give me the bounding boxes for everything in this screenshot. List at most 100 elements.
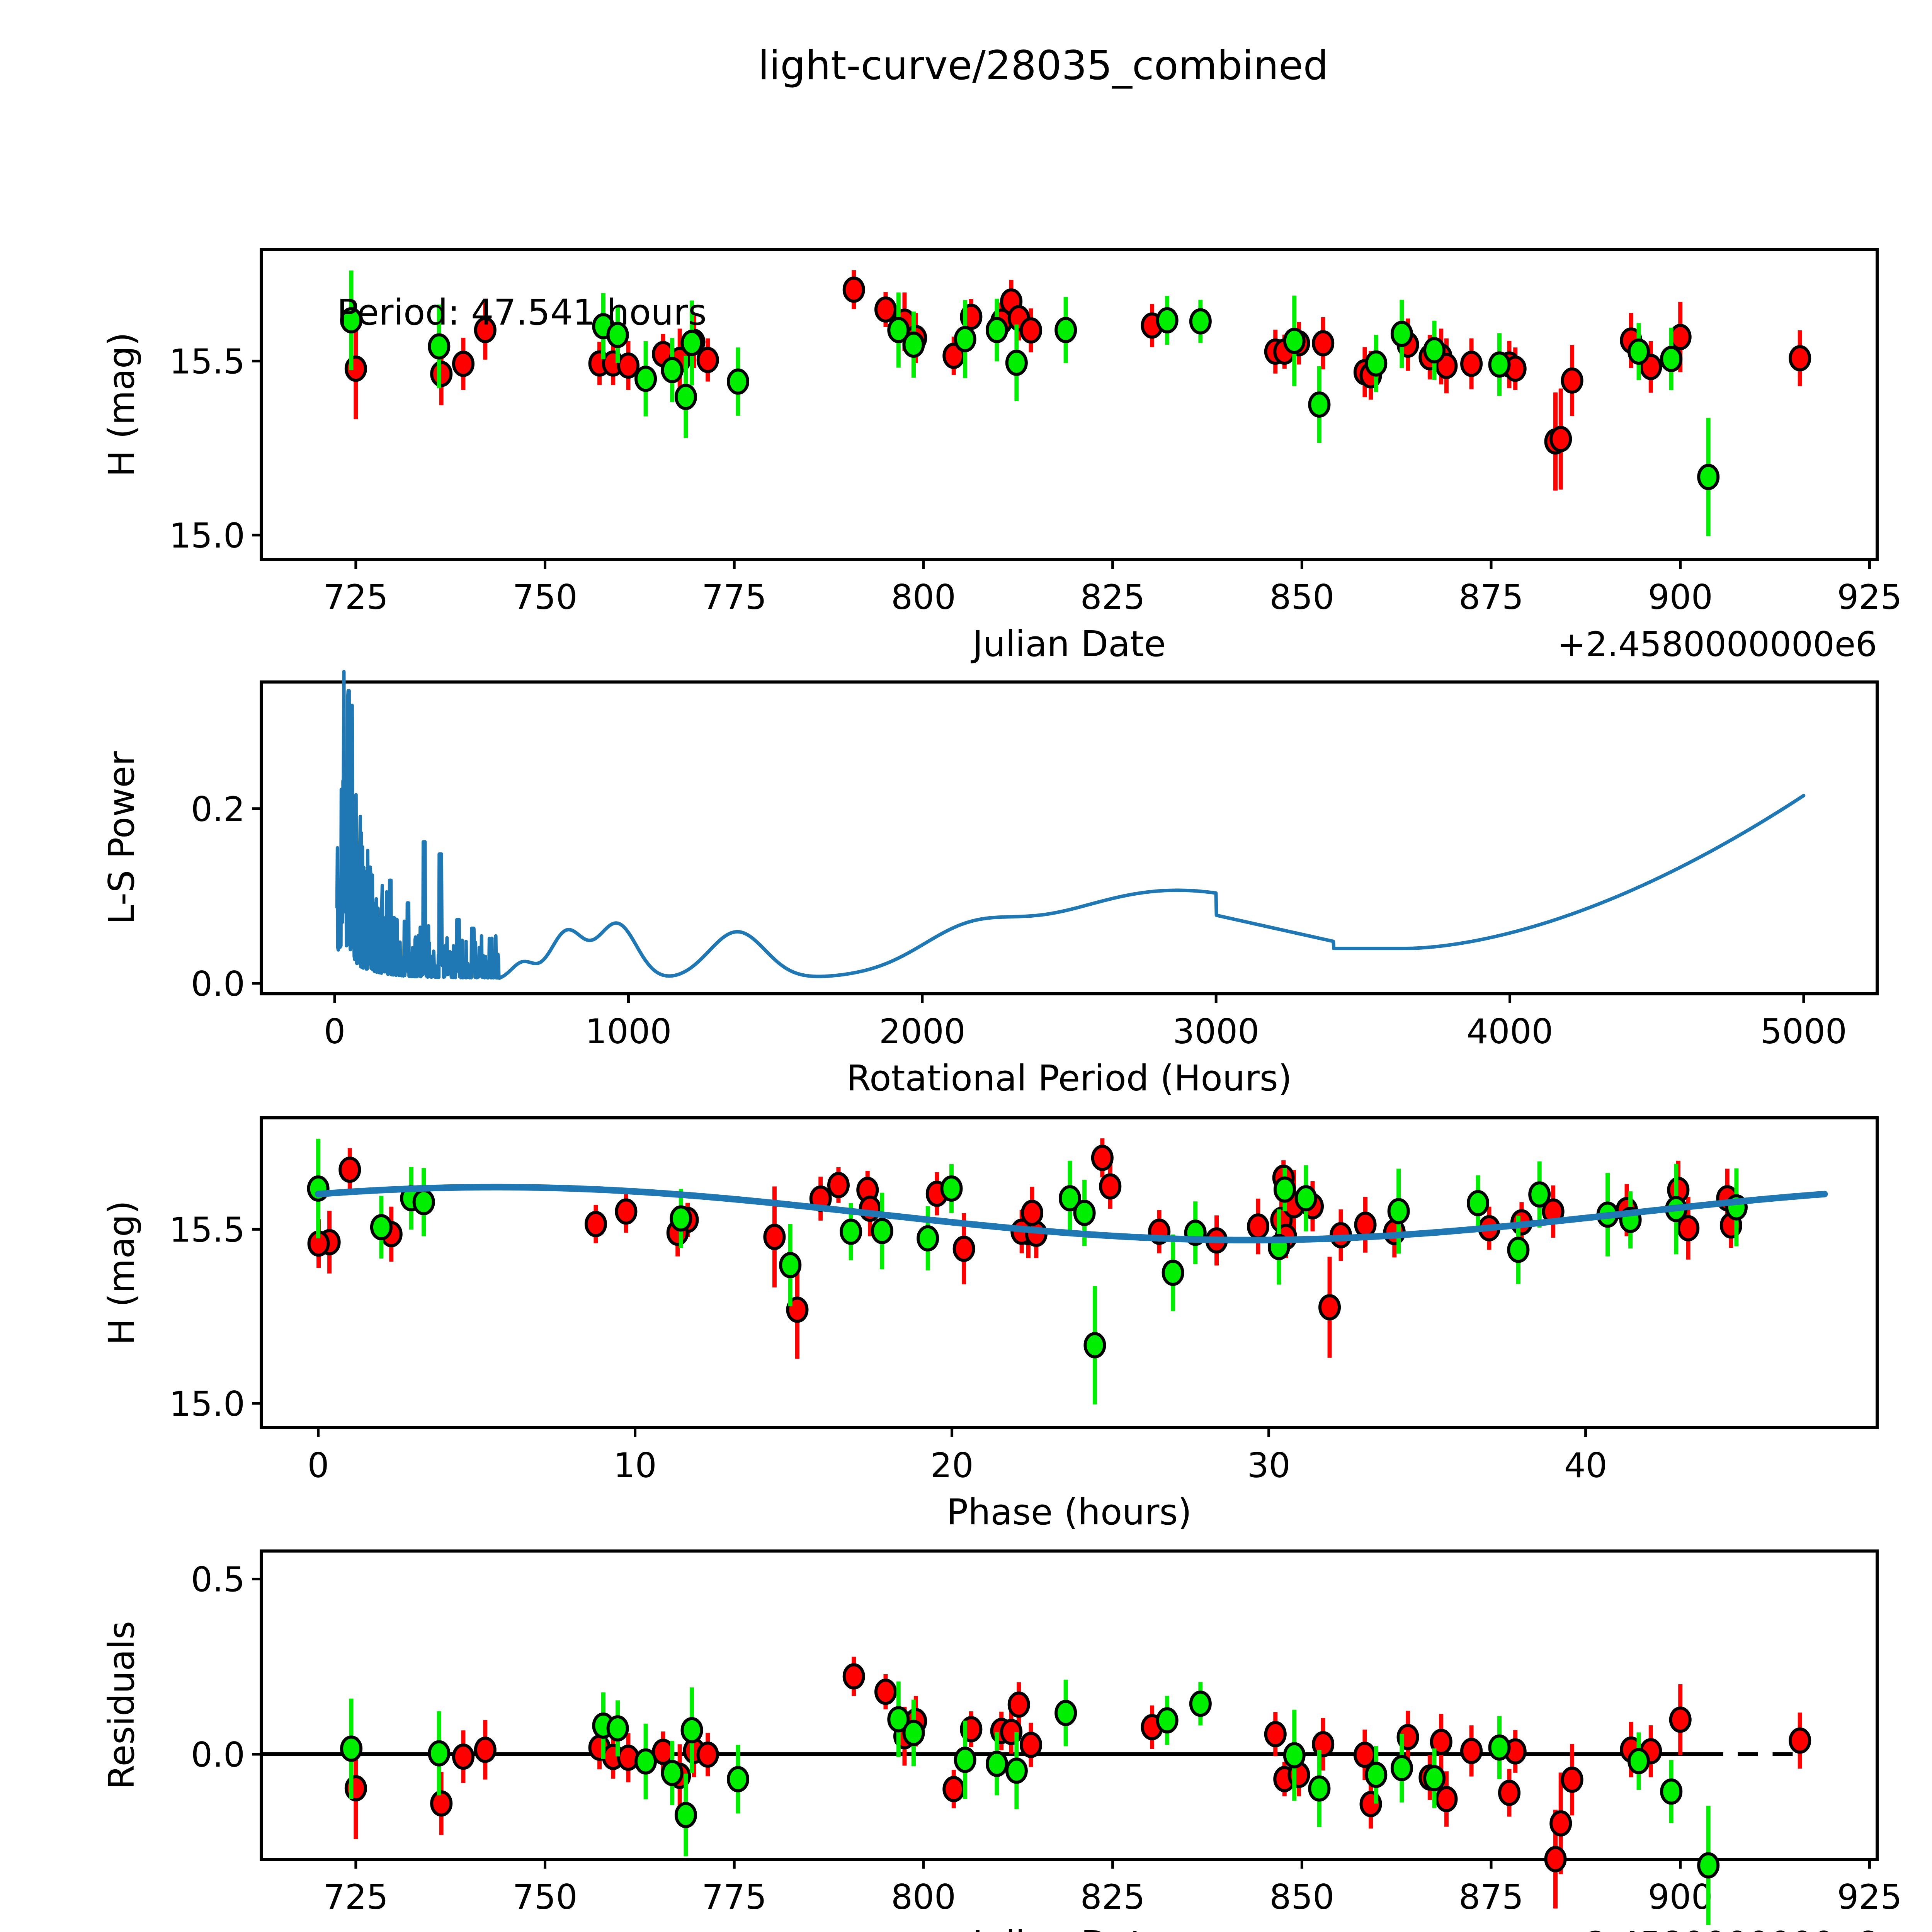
data-point[interactable] — [1365, 350, 1388, 377]
data-point[interactable] — [871, 1218, 893, 1244]
data-point[interactable] — [1054, 317, 1077, 344]
data-point[interactable] — [1308, 391, 1331, 418]
data-point[interactable] — [1007, 1691, 1030, 1718]
data-point[interactable] — [1099, 1173, 1122, 1200]
data-point[interactable] — [1054, 1700, 1077, 1726]
data-point[interactable] — [634, 1748, 657, 1775]
data-point[interactable] — [1264, 1721, 1287, 1747]
data-point[interactable] — [1660, 345, 1683, 372]
data-point[interactable] — [985, 1750, 1008, 1777]
data-point[interactable] — [942, 1776, 965, 1803]
data-point[interactable] — [763, 1224, 786, 1250]
data-point[interactable] — [902, 332, 925, 358]
data-point[interactable] — [1020, 317, 1043, 344]
data-point[interactable] — [1156, 307, 1179, 333]
data-point[interactable] — [874, 296, 897, 323]
data-point[interactable] — [674, 1802, 697, 1828]
data-point[interactable] — [1387, 1198, 1410, 1225]
data-point[interactable] — [452, 350, 474, 377]
data-point[interactable] — [902, 1719, 925, 1746]
data-point[interactable] — [1283, 1742, 1306, 1769]
data-point[interactable] — [842, 1663, 865, 1690]
data-point[interactable] — [696, 347, 719, 373]
data-point[interactable] — [1312, 330, 1335, 357]
data-point[interactable] — [954, 326, 976, 352]
data-point[interactable] — [887, 317, 910, 344]
data-point[interactable] — [661, 1760, 684, 1786]
data-point[interactable] — [1005, 1757, 1028, 1784]
data-point[interactable] — [474, 317, 497, 344]
data-point[interactable] — [1561, 367, 1583, 394]
data-point[interactable] — [1549, 426, 1572, 452]
data-point[interactable] — [370, 1214, 393, 1240]
data-point[interactable] — [1247, 1213, 1270, 1240]
data-point[interactable] — [1091, 1145, 1114, 1171]
data-point[interactable] — [344, 355, 367, 382]
data-point[interactable] — [1162, 1260, 1184, 1286]
data-point[interactable] — [412, 1189, 435, 1216]
data-point[interactable] — [1460, 350, 1483, 377]
data-point[interactable] — [617, 352, 640, 379]
data-point[interactable] — [952, 1235, 975, 1262]
data-point[interactable] — [1430, 1729, 1452, 1755]
data-point[interactable] — [1549, 1810, 1572, 1837]
data-point[interactable] — [727, 1766, 750, 1793]
data-point[interactable] — [842, 276, 865, 303]
data-point[interactable] — [1365, 1762, 1388, 1788]
data-point[interactable] — [1789, 1727, 1811, 1754]
data-point[interactable] — [1390, 321, 1413, 347]
data-point[interactable] — [615, 1198, 638, 1225]
data-point[interactable] — [887, 1706, 910, 1733]
data-point[interactable] — [1669, 1706, 1692, 1733]
data-point[interactable] — [1354, 1211, 1377, 1238]
data-point[interactable] — [1669, 324, 1692, 350]
data-point[interactable] — [1697, 464, 1720, 490]
data-point[interactable] — [1528, 1181, 1551, 1208]
data-point[interactable] — [1058, 1185, 1081, 1212]
data-point[interactable] — [1005, 349, 1028, 376]
data-point[interactable] — [1083, 1332, 1106, 1359]
data-point[interactable] — [1020, 1731, 1043, 1758]
data-point[interactable] — [917, 1225, 939, 1252]
data-point[interactable] — [1390, 1755, 1413, 1781]
data-point[interactable] — [430, 361, 453, 387]
data-point[interactable] — [1697, 1852, 1720, 1879]
data-point[interactable] — [430, 1790, 453, 1817]
data-point[interactable] — [1273, 1176, 1296, 1203]
data-point[interactable] — [1627, 1748, 1650, 1774]
data-point[interactable] — [1435, 1786, 1458, 1812]
data-point[interactable] — [1283, 328, 1306, 354]
data-point[interactable] — [940, 1175, 963, 1202]
data-point[interactable] — [1073, 1200, 1096, 1226]
data-point[interactable] — [344, 1775, 367, 1802]
data-point[interactable] — [954, 1747, 976, 1773]
data-point[interactable] — [1460, 1738, 1483, 1764]
data-point[interactable] — [1488, 351, 1511, 378]
data-point[interactable] — [1312, 1731, 1335, 1758]
data-point[interactable] — [680, 330, 703, 356]
data-point[interactable] — [1318, 1294, 1341, 1321]
data-point[interactable] — [338, 1156, 361, 1183]
data-point[interactable] — [474, 1736, 497, 1763]
data-point[interactable] — [1467, 1190, 1490, 1216]
data-point[interactable] — [1488, 1734, 1511, 1761]
data-point[interactable] — [606, 1715, 629, 1742]
data-point[interactable] — [840, 1218, 862, 1245]
data-point[interactable] — [606, 321, 629, 348]
data-point[interactable] — [1308, 1775, 1331, 1802]
data-point[interactable] — [670, 1205, 692, 1232]
data-point[interactable] — [1627, 338, 1650, 365]
data-point[interactable] — [1561, 1766, 1583, 1793]
data-point[interactable] — [1789, 345, 1811, 372]
data-point[interactable] — [1021, 1200, 1044, 1226]
data-point[interactable] — [696, 1741, 719, 1768]
data-point[interactable] — [779, 1252, 802, 1279]
data-point[interactable] — [786, 1296, 809, 1323]
data-point[interactable] — [340, 1735, 363, 1762]
data-point[interactable] — [661, 357, 684, 383]
data-point[interactable] — [680, 1717, 703, 1743]
data-point[interactable] — [1189, 1690, 1212, 1717]
data-point[interactable] — [1156, 1707, 1179, 1734]
data-point[interactable] — [452, 1743, 474, 1770]
data-point[interactable] — [1677, 1215, 1700, 1242]
